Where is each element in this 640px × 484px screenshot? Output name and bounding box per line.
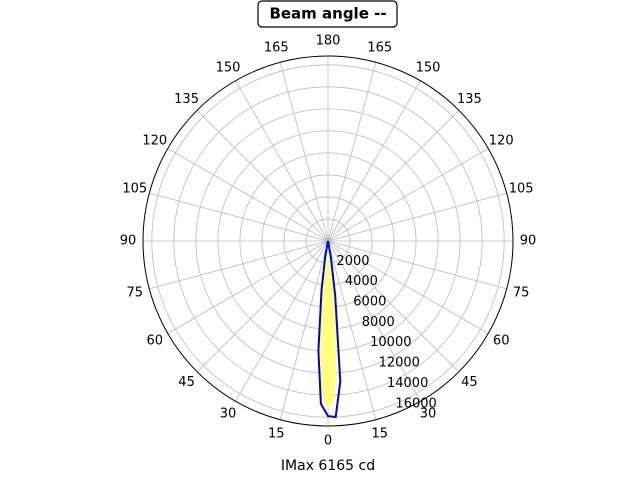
grid-spoke — [196, 240, 329, 373]
r-tick-label: 12000 — [379, 356, 420, 371]
grid-spoke — [279, 240, 329, 420]
grid-spoke — [327, 192, 507, 242]
theta-tick-label: 90 — [120, 234, 137, 249]
theta-tick-label: 90 — [520, 234, 537, 249]
theta-tick-label: 135 — [174, 92, 199, 107]
theta-tick-label: 75 — [513, 285, 530, 300]
theta-tick-label: 15 — [371, 427, 388, 442]
grid-spoke — [327, 148, 489, 242]
grid-spoke — [327, 62, 377, 242]
grid-spoke — [279, 62, 329, 242]
r-tick-label: 16000 — [395, 396, 436, 411]
theta-tick-label: 165 — [264, 40, 289, 55]
theta-tick-label: 120 — [489, 134, 514, 149]
title-box — [257, 0, 398, 28]
x-axis-label: IMax 6165 cd — [281, 458, 375, 474]
theta-tick-label: 150 — [416, 60, 441, 75]
theta-tick-label: 165 — [367, 40, 392, 55]
r-tick-label: 8000 — [362, 315, 395, 330]
theta-tick-label: 135 — [457, 92, 482, 107]
grid-spoke — [327, 240, 421, 402]
r-tick-label: 10000 — [370, 335, 411, 350]
theta-tick-label: 105 — [509, 182, 534, 197]
grid-spoke — [235, 240, 329, 402]
filled-lobe — [319, 241, 338, 409]
grid-spoke — [327, 240, 460, 373]
theta-tick-label: 180 — [316, 34, 341, 49]
r-tick-label: 6000 — [353, 295, 386, 310]
theta-tick-label: 30 — [420, 407, 437, 422]
grid-spoke — [149, 240, 329, 290]
r-tick-label: 14000 — [387, 376, 428, 391]
theta-tick-label: 30 — [220, 407, 237, 422]
theta-tick-label: 60 — [147, 334, 164, 349]
grid-spoke — [327, 240, 489, 334]
grid-spoke — [167, 148, 329, 242]
theta-tick-label: 45 — [178, 375, 195, 390]
grid-spoke — [149, 192, 329, 242]
theta-tick-label: 0 — [324, 434, 332, 449]
theta-tick-label: 15 — [268, 427, 285, 442]
r-tick-label: 2000 — [336, 254, 369, 269]
curve — [317, 240, 342, 419]
grid-spoke — [327, 240, 507, 290]
theta-tick-label: 45 — [461, 375, 478, 390]
theta-tick-label: 60 — [493, 334, 510, 349]
grid-spoke — [196, 109, 329, 242]
grid-spoke — [167, 240, 329, 334]
theta-tick-label: 150 — [216, 60, 241, 75]
theta-tick-label: 120 — [142, 134, 167, 149]
polar-frame — [142, 55, 514, 427]
grid-spoke — [327, 240, 377, 420]
grid-spoke — [235, 80, 329, 242]
theta-tick-label: 105 — [122, 182, 147, 197]
grid-spoke — [327, 109, 460, 242]
chart-title: Beam angle -- — [269, 5, 386, 23]
grid-spoke — [327, 80, 421, 242]
r-tick-label: 4000 — [345, 274, 378, 289]
theta-tick-label: 75 — [127, 285, 144, 300]
